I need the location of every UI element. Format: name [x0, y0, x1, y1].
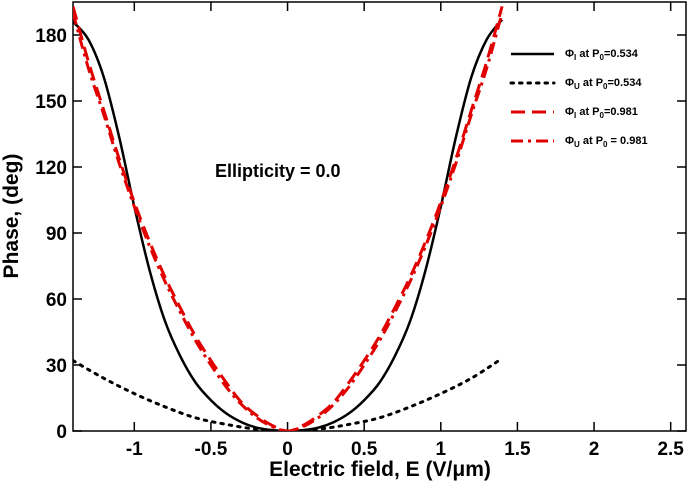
legend-label: ΦU at P0 = 0.981 [565, 135, 648, 149]
x-tick-label: 1.5 [504, 439, 531, 460]
legend-label: ΦI at P0=0.981 [565, 106, 638, 120]
y-tick-label: 120 [35, 158, 67, 179]
y-tick-label: 180 [35, 26, 67, 47]
plot-frame [72, 1, 687, 432]
series-line-4 [73, 12, 504, 431]
x-tick-label: -1 [126, 439, 143, 460]
y-tick-label: 30 [46, 356, 67, 377]
legend-label: ΦI at P0=0.534 [565, 48, 639, 62]
series-line-1 [73, 18, 504, 431]
y-tick-label: 150 [35, 92, 67, 113]
x-tick-label: 2.5 [657, 439, 684, 460]
y-axis-title: Phase, (deg) [0, 154, 23, 279]
ellipticity-annotation: Ellipticity = 0.0 [215, 161, 341, 181]
legend: ΦI at P0=0.534 ΦU at P0=0.534 ΦI at P0=0.9… [509, 48, 648, 149]
y-tick-label: 90 [46, 224, 67, 245]
series-line-3 [73, 5, 504, 431]
x-tick-label: 1 [436, 439, 447, 460]
x-axis-title: Electric field, E (V/μm) [269, 458, 491, 481]
x-tick-label: 0.5 [351, 439, 378, 460]
legend-label: ΦU at P0=0.534 [565, 77, 642, 91]
axis-ticks: -1 -0.5 0 0.5 1 1.5 2 2.5 0 30 60 90 120 150 180 [35, 2, 686, 460]
x-tick-label: -0.5 [195, 439, 228, 460]
series-layer [73, 5, 504, 431]
x-tick-label: 2 [589, 439, 600, 460]
series-line-2 [73, 356, 504, 431]
y-tick-label: 60 [46, 290, 67, 311]
y-tick-label: 0 [56, 422, 67, 443]
x-tick-label: 0 [282, 439, 293, 460]
